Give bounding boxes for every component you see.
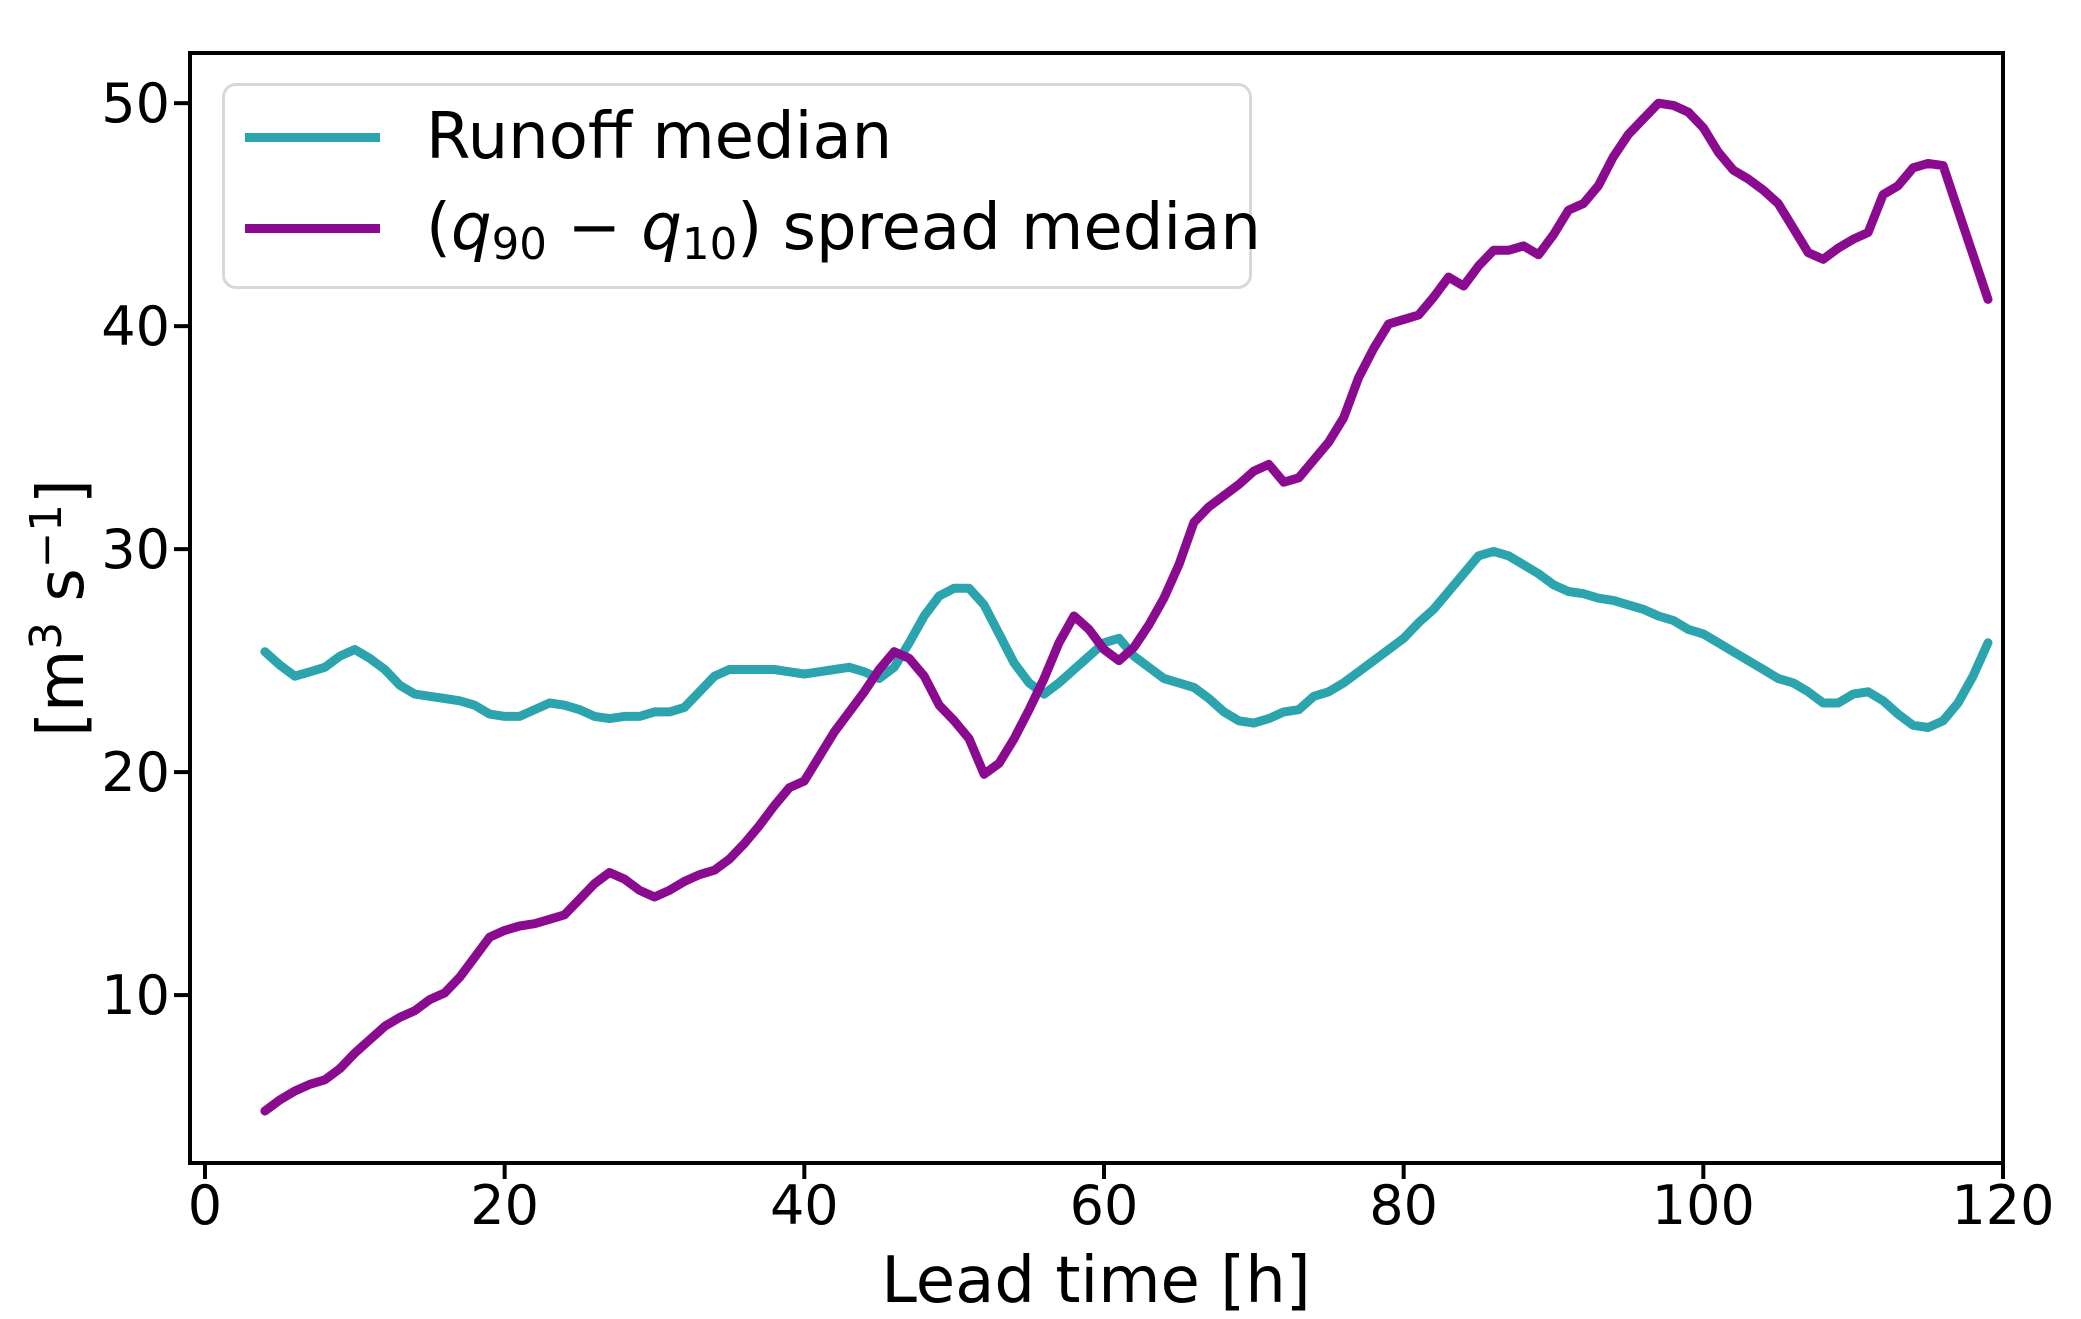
y-axis-label-superscript: 3 [22,621,73,650]
y-axis-label-part: ] [25,479,99,505]
y-axis-label-part: [m [25,649,99,737]
y-tick-label: 30 [101,518,170,581]
legend-entry-runoff: Runoff median [225,92,1249,182]
x-tick-label: 100 [1652,1174,1755,1237]
runoff-median-line [260,546,1993,732]
x-tick-label: 60 [1070,1174,1139,1237]
legend-entry-spread: (q90 − q10) spread median [225,180,1261,276]
y-tick-label: 50 [101,72,170,135]
x-tick-label: 20 [470,1174,539,1237]
y-axis-label-part: s [25,568,99,622]
y-axis-label-superscript: −1 [22,504,73,569]
axes-spines [188,51,2005,1165]
legend-label-spread: (q90 − q10) spread median [426,191,1261,270]
x-tick-label: 80 [1369,1174,1438,1237]
legend-label-runoff: Runoff median [426,100,893,174]
x-axis-label: Lead time [h] [881,1244,1311,1318]
runoff-line-swatch [245,132,380,142]
y-axis-label: [m3 s−1] [22,276,99,940]
x-tick-label: 40 [770,1174,839,1237]
legend: Runoff median (q90 − q10) spread median [222,83,1261,289]
y-tick-label: 20 [101,741,170,804]
spread-median-line [260,98,1993,1116]
y-tick-label: 40 [101,295,170,358]
y-tick-label: 10 [101,964,170,1027]
spread-line-swatch [245,223,380,233]
x-tick-label: 120 [1951,1174,2054,1237]
x-tick-label: 0 [188,1174,222,1237]
